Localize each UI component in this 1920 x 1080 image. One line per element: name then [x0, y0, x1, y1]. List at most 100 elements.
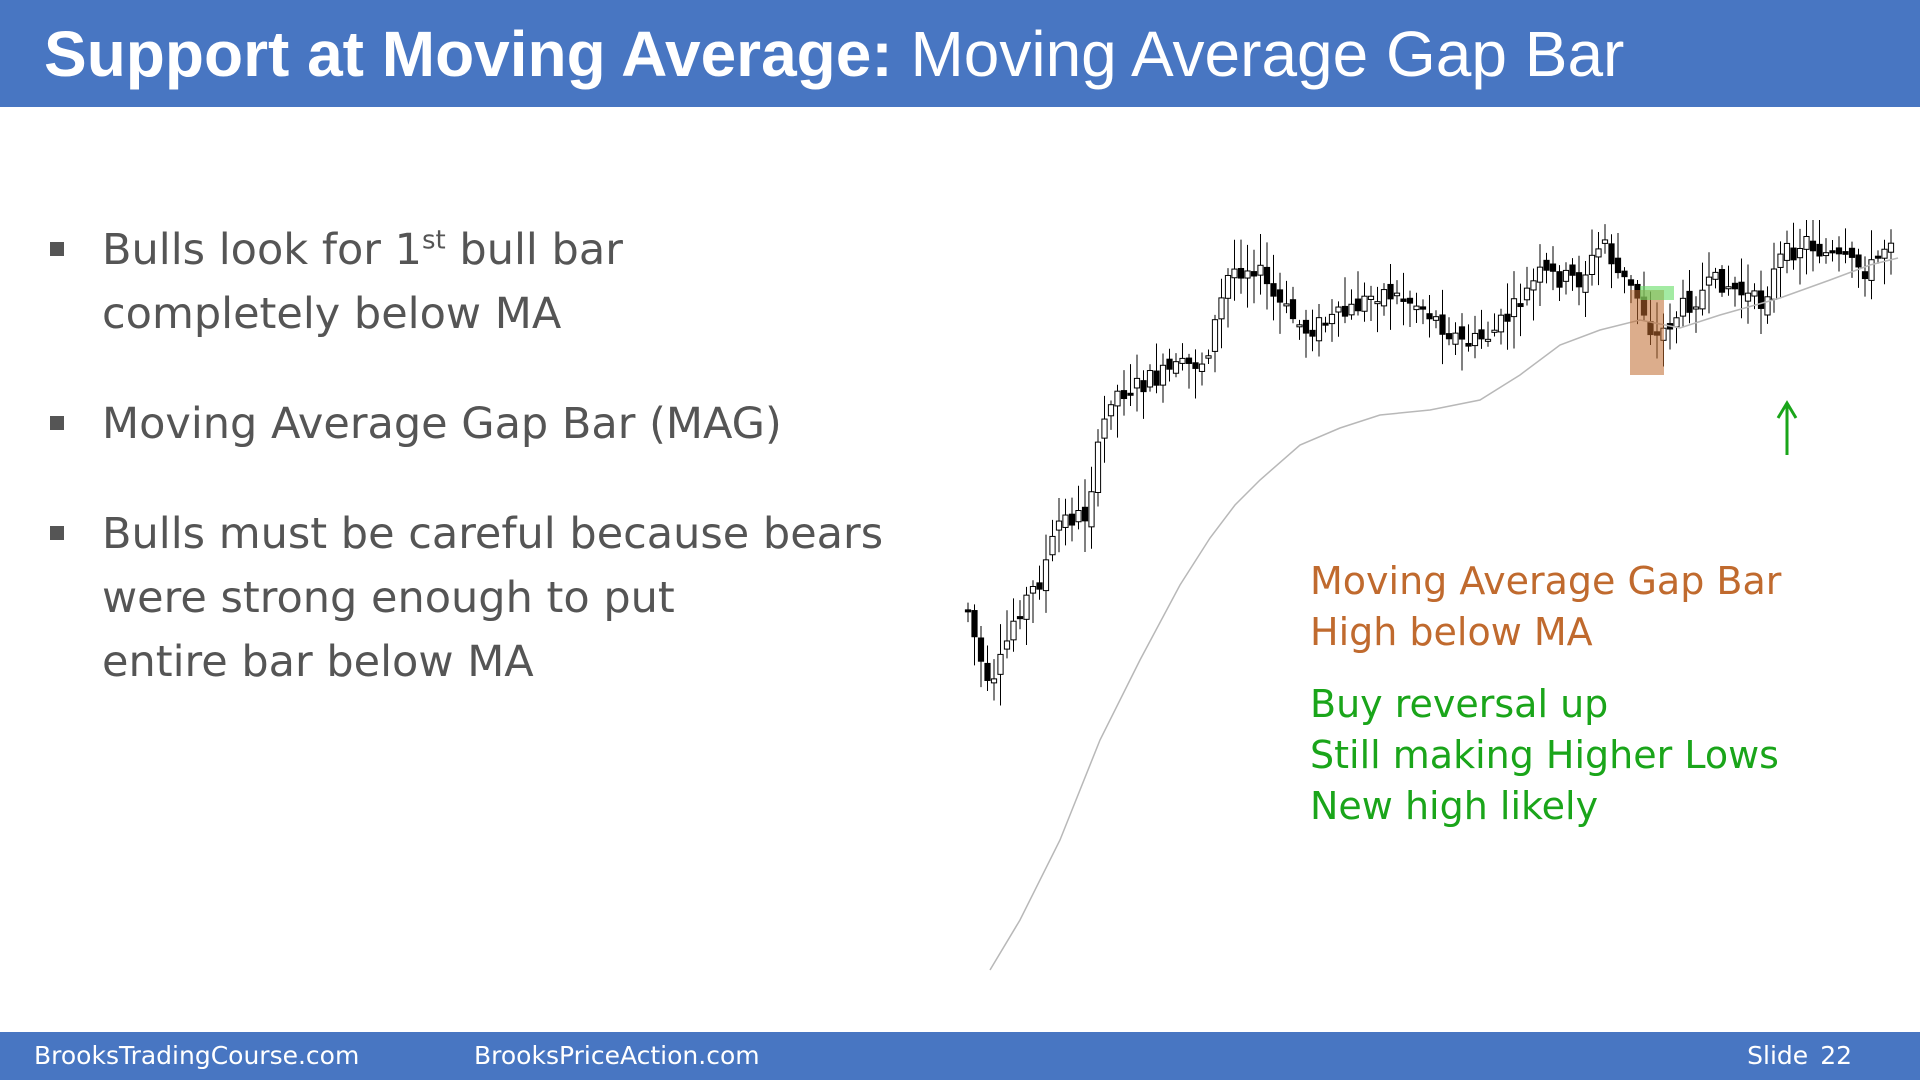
- candle-bull-body: [1588, 254, 1596, 275]
- candle-bull-body: [1003, 640, 1011, 650]
- candle-bull-body: [1777, 253, 1784, 268]
- candle-bear-body: [1140, 380, 1147, 393]
- candle-bull-body: [1257, 264, 1264, 276]
- mag-bar-highlight: [1630, 290, 1664, 375]
- bullet-1-superscript: st: [422, 225, 446, 256]
- bullet-square-icon: [50, 416, 64, 430]
- candle-bear-body: [1627, 279, 1635, 286]
- candle-bull-body: [1114, 390, 1121, 407]
- slide-title-sub: Moving Average Gap Bar: [910, 18, 1625, 90]
- candle-bear-body: [1419, 306, 1427, 310]
- candle-bear-body: [1575, 272, 1583, 288]
- candle-bull-body: [1764, 296, 1771, 316]
- footer-site-1: BrooksTradingCourse.com: [34, 1041, 360, 1070]
- candle-bull-body: [1049, 535, 1056, 556]
- candle-bull-body: [1075, 510, 1082, 523]
- up-arrow-head-icon: [1776, 400, 1798, 419]
- candle-bear-body: [1874, 255, 1882, 259]
- candle-bull-body: [1868, 259, 1875, 281]
- candle-bear-body: [1036, 582, 1043, 590]
- bullet-3-line-2: were strong enough to put: [102, 573, 675, 623]
- candle-bear-body: [1608, 243, 1615, 265]
- candle-bull-body: [1335, 306, 1342, 313]
- footer-slide-number: 22: [1820, 1041, 1852, 1070]
- candle-bear-body: [1068, 513, 1076, 526]
- candle-bull-body: [1348, 303, 1355, 316]
- candle-bull-body: [1107, 404, 1115, 417]
- candle-bull-body: [1679, 297, 1687, 317]
- candle-bull-body: [1536, 266, 1544, 283]
- candle-bull-body: [1393, 292, 1401, 297]
- candle-bear-body: [1478, 329, 1485, 340]
- candle-bull-body: [1497, 314, 1505, 333]
- candle-bear-body: [1354, 298, 1362, 312]
- candle-bull-body: [1523, 287, 1531, 301]
- candle-bear-body: [1426, 313, 1433, 320]
- buy-annotation: Buy reversal up Still making Higher Lows…: [1310, 679, 1779, 832]
- candle-bear-body: [1192, 362, 1199, 369]
- candle-bull-body: [1582, 274, 1589, 293]
- candle-bull-body: [1562, 269, 1570, 282]
- candle-bull-body: [1146, 370, 1154, 388]
- candle-bear-body: [1276, 289, 1284, 303]
- candle-bull-body: [1172, 361, 1180, 374]
- candle-bear-body: [1543, 259, 1550, 271]
- bullet-item-2: Moving Average Gap Bar (MAG): [44, 392, 924, 456]
- candle-bear-body: [1127, 392, 1134, 396]
- candle-bull-body: [1744, 292, 1752, 302]
- candle-bull-body: [1452, 332, 1459, 345]
- moving-average-line: [989, 257, 1899, 971]
- candle-bull-body: [1413, 305, 1420, 311]
- candle-bull-body: [990, 678, 998, 684]
- candle-bear-body: [1829, 250, 1836, 254]
- candle-bull-body: [1510, 298, 1518, 318]
- bullet-3-line-1: Bulls must be careful because bears: [102, 509, 884, 559]
- candle-bear-body: [1614, 257, 1622, 274]
- candle-bear-body: [1718, 269, 1726, 293]
- candle-bull-body: [1244, 270, 1251, 279]
- candle-bull-body: [1133, 377, 1141, 389]
- candle-bull-body: [1822, 252, 1830, 257]
- candle-bear-body: [1341, 305, 1349, 317]
- candle-bull-body: [1361, 295, 1368, 312]
- candle-bull-body: [1725, 286, 1732, 290]
- bullet-3-line-3: entire bar below MA: [102, 637, 534, 687]
- candle-bull-body: [1491, 329, 1498, 333]
- slide-title: Support at Moving Average: Moving Averag…: [44, 14, 1624, 94]
- bullet-2-line-1: Moving Average Gap Bar (MAG): [102, 399, 782, 449]
- candle-bull-body: [1367, 295, 1375, 300]
- candle-bull-body: [1231, 268, 1238, 279]
- candle-bear-body: [984, 662, 991, 681]
- candle-bull-body: [1159, 364, 1167, 386]
- bullet-1-line-2: completely below MA: [102, 289, 562, 339]
- candle-bear-body: [1465, 342, 1472, 347]
- candle-bear-body: [1842, 251, 1849, 255]
- candlestick-chart: [964, 220, 1899, 971]
- candle-bear-body: [1686, 290, 1693, 313]
- candle-bull-body: [1471, 332, 1479, 347]
- candle-bear-body: [1120, 390, 1128, 400]
- candle-bull-body: [1198, 363, 1206, 372]
- candle-bull-body: [1328, 313, 1336, 325]
- candle-bear-body: [1081, 506, 1089, 522]
- candle-bull-body: [1887, 242, 1895, 253]
- candle-bear-body: [1738, 281, 1745, 296]
- candle-bear-body: [1848, 247, 1856, 258]
- candle-bear-body: [1406, 297, 1414, 304]
- candle-bull-body: [1712, 271, 1719, 280]
- candle-bear-body: [1166, 358, 1173, 370]
- candle-bull-body: [1283, 303, 1290, 307]
- candle-bull-body: [1751, 290, 1758, 297]
- candle-bull-body: [1770, 268, 1778, 300]
- bullet-item-1: Bulls look for 1st bull bar completely b…: [44, 218, 924, 346]
- candle-bear-body: [1153, 370, 1160, 386]
- candle-bull-body: [1179, 357, 1186, 364]
- candle-bear-body: [1016, 616, 1024, 620]
- candle-bear-body: [1835, 247, 1843, 255]
- candle-bull-body: [1062, 514, 1069, 528]
- candle-bear-body: [1237, 267, 1245, 279]
- footer-slide-indicator: Slide 22: [1747, 1032, 1852, 1080]
- candle-bear-body: [1270, 283, 1277, 297]
- buy-annotation-line-2: Still making Higher Lows: [1310, 733, 1779, 777]
- candle-bear-body: [1861, 271, 1869, 280]
